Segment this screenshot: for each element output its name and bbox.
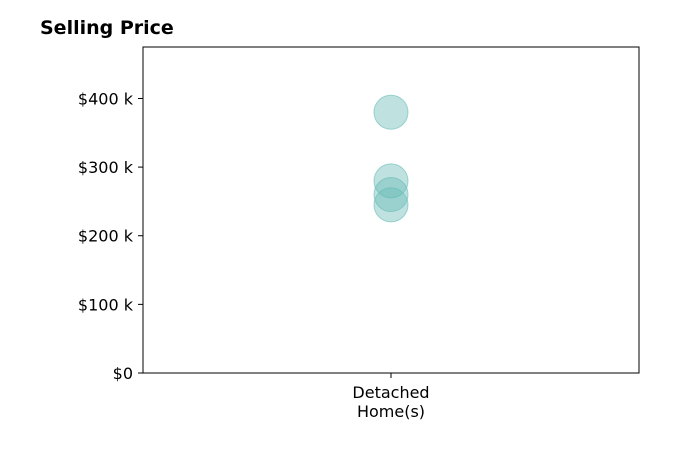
chart-title: Selling Price [40, 17, 174, 39]
data-point [373, 187, 409, 223]
x-tick-label: Detached Home(s) [352, 383, 429, 421]
data-point [373, 177, 409, 213]
data-point [373, 94, 409, 130]
y-tick-label: $0 [113, 364, 133, 383]
y-tick-label: $400 k [78, 89, 134, 108]
y-tick-label: $100 k [78, 295, 134, 314]
plot-area: $0 $100 k $200 k $300 k $400 k Detached Home(s… [78, 46, 640, 421]
y-tick-label: $200 k [78, 227, 134, 246]
y-tick-label: $300 k [78, 158, 134, 177]
data-point [373, 163, 409, 199]
